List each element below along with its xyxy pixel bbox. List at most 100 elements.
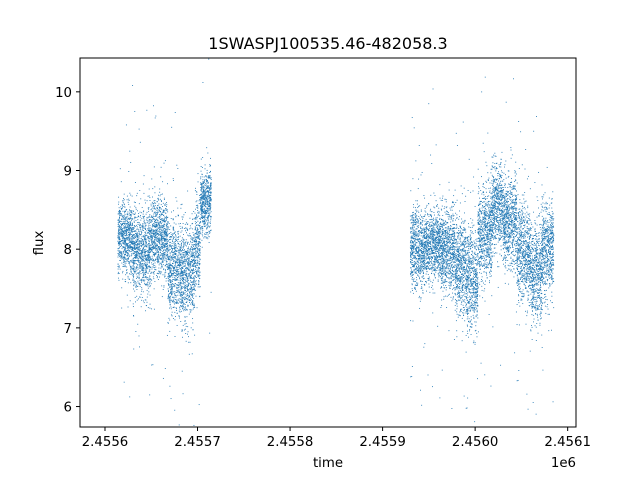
data-point — [194, 284, 196, 286]
data-point — [123, 266, 125, 267]
data-point — [183, 305, 185, 307]
data-point — [177, 168, 179, 169]
data-point — [140, 264, 142, 266]
data-point — [146, 284, 148, 286]
data-point — [184, 304, 186, 305]
data-point — [419, 300, 421, 302]
data-point — [175, 240, 177, 242]
data-point — [132, 259, 134, 261]
data-point — [183, 244, 185, 246]
data-point — [409, 246, 411, 248]
data-point — [191, 294, 193, 296]
data-point — [417, 274, 419, 276]
data-point — [156, 210, 158, 212]
data-point — [149, 214, 151, 216]
data-point — [177, 273, 179, 275]
data-point — [152, 249, 154, 250]
data-point — [126, 259, 128, 261]
data-point — [210, 207, 211, 209]
data-point — [162, 228, 164, 230]
data-point — [154, 237, 156, 239]
data-point — [125, 209, 127, 211]
data-point — [139, 216, 141, 218]
data-point — [129, 228, 131, 230]
data-point — [139, 285, 141, 287]
data-point — [134, 205, 136, 207]
data-point — [191, 290, 193, 292]
data-point — [193, 277, 195, 279]
data-point — [150, 283, 152, 285]
data-point — [161, 237, 163, 239]
data-point — [136, 244, 138, 246]
data-point — [166, 206, 167, 208]
data-point — [171, 250, 173, 252]
data-point — [123, 261, 125, 263]
data-point — [202, 226, 204, 228]
data-point — [411, 264, 413, 265]
data-point — [118, 233, 120, 235]
data-point — [138, 274, 140, 276]
data-point — [179, 277, 181, 279]
data-point — [162, 206, 163, 207]
data-point — [177, 269, 179, 271]
data-point — [122, 238, 124, 240]
data-point — [412, 204, 414, 206]
data-point — [149, 245, 151, 247]
data-point — [416, 265, 417, 267]
data-point — [171, 245, 173, 247]
data-point — [141, 254, 143, 256]
data-point — [130, 265, 132, 267]
data-point — [131, 230, 133, 232]
data-point — [209, 194, 211, 196]
data-point — [417, 234, 419, 236]
data-point — [202, 182, 203, 184]
data-point — [420, 280, 422, 282]
data-point — [191, 309, 193, 311]
data-point — [156, 201, 158, 203]
data-point — [120, 240, 122, 242]
data-point — [139, 270, 141, 272]
data-point — [180, 260, 182, 262]
data-point — [178, 230, 180, 232]
data-point — [208, 242, 210, 243]
data-point — [168, 291, 169, 292]
data-point — [140, 293, 142, 295]
data-point — [191, 287, 193, 289]
data-point — [208, 185, 210, 187]
data-point — [415, 244, 416, 246]
data-point — [171, 265, 173, 267]
data-point — [170, 264, 172, 266]
data-point — [125, 231, 127, 233]
data-point — [158, 273, 160, 275]
data-point — [191, 244, 193, 246]
data-point — [156, 277, 158, 279]
data-point — [142, 244, 143, 246]
data-point — [175, 296, 177, 298]
data-point — [136, 255, 138, 257]
data-point — [182, 255, 184, 257]
data-point — [199, 263, 201, 265]
data-point — [133, 268, 134, 270]
data-point — [200, 190, 202, 191]
data-point — [205, 175, 207, 177]
data-point — [188, 260, 190, 262]
data-point — [135, 267, 137, 269]
data-point — [412, 247, 414, 249]
data-point — [187, 326, 189, 328]
data-point — [172, 240, 173, 242]
data-point — [128, 278, 130, 280]
data-point — [145, 224, 147, 226]
data-point — [177, 262, 178, 264]
data-point — [135, 207, 137, 209]
data-point — [145, 275, 147, 277]
data-point — [124, 212, 126, 214]
data-point — [124, 244, 126, 246]
data-point — [148, 277, 150, 279]
data-point — [126, 243, 128, 244]
data-point — [187, 284, 189, 286]
data-point — [184, 308, 186, 310]
data-point — [171, 242, 173, 244]
data-point — [152, 271, 154, 273]
data-point — [172, 273, 174, 275]
data-point — [137, 253, 139, 255]
